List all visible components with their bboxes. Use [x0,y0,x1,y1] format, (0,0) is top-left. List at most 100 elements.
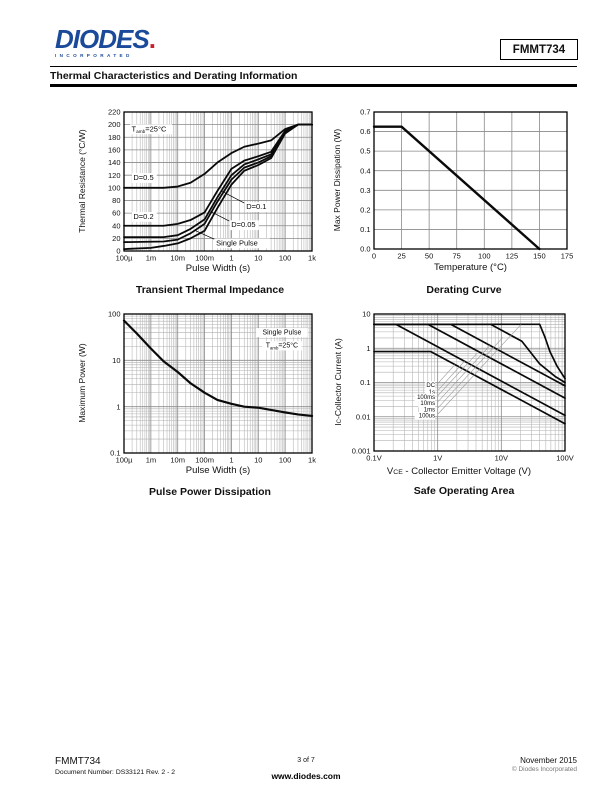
chart-safe-operating-area: IC-Collector Current (A) DC 1s 100ms 10ms 1m… [330,302,610,514]
footer-part-number: FMMT734 [55,756,101,767]
svg-text:DC: DC [426,383,435,389]
svg-text:100us: 100us [419,414,435,420]
svg-text:1m: 1m [146,254,156,263]
footer-website-link[interactable]: www.diodes.com [271,771,341,782]
chart-pulse-power-dissipation: Maximum Power (W) Single Pulse Tamb​=25°C… [60,302,340,514]
logo-period-icon: . [148,24,156,54]
y-axis-label-max-power: Max Power Dissipation (W) [332,128,342,232]
chart-title-derating-curve: Derating Curve [426,284,502,296]
svg-text:1: 1 [366,344,370,353]
logo-wordmark: DIODES. [55,24,156,54]
footer-document-number: Document Number: DS33121 Rev. 2 - 2 [55,768,176,776]
svg-text:0: 0 [116,247,120,256]
svg-text:1: 1 [229,456,233,465]
svg-text:0.1: 0.1 [360,378,370,387]
svg-text:220: 220 [108,108,121,117]
svg-text:120: 120 [108,171,121,180]
svg-text:0.1V: 0.1V [366,454,381,463]
svg-text:0.6: 0.6 [360,127,370,136]
svg-text:Single Pulse: Single Pulse [216,238,258,247]
svg-text:100: 100 [108,183,121,192]
y-axis-label-thermal-resistance: Thermal Resistance (°C/W) [77,129,87,233]
diodes-logo: DIODES. INCORPORATED [55,24,156,59]
svg-text:100: 100 [279,456,292,465]
svg-text:100V: 100V [556,454,574,463]
svg-text:10: 10 [362,310,370,319]
chart-transient-thermal-impedance: Thermal Resistance (°C/W) D=0.5 D=0.2 D=0.… [60,100,340,312]
x-axis-label-vce: VCE - Collector Emitter Voltage (V) [386,466,532,477]
svg-text:10ms: 10ms [420,401,435,407]
svg-text:1V: 1V [433,454,442,463]
svg-text:0.01: 0.01 [356,412,371,421]
svg-text:100µ: 100µ [116,254,134,263]
svg-text:10m: 10m [170,456,185,465]
svg-text:75: 75 [453,252,461,261]
svg-text:20: 20 [112,234,120,243]
svg-text:1k: 1k [308,254,316,263]
svg-text:10: 10 [254,456,262,465]
svg-text:0.2: 0.2 [360,206,370,215]
part-number-box: FMMT734 [500,39,578,60]
svg-text:150: 150 [533,252,546,261]
svg-text:Single Pulse: Single Pulse [262,330,301,337]
svg-text:D=0.1: D=0.1 [246,202,266,211]
svg-text:100: 100 [108,310,121,319]
svg-text:100: 100 [478,252,491,261]
svg-text:100µ: 100µ [116,456,134,465]
svg-text:10V: 10V [495,454,508,463]
svg-text:D=0.2: D=0.2 [133,212,153,221]
y-axis-label-maximum-power: Maximum Power (W) [77,343,87,423]
svg-text:Tamb​=25°C: Tamb​=25°C [132,124,167,134]
svg-text:40: 40 [112,221,120,230]
header-rule-bottom [50,84,577,87]
svg-text:0: 0 [372,252,376,261]
svg-text:0.001: 0.001 [352,447,371,456]
svg-text:160: 160 [108,146,121,155]
svg-text:0.0: 0.0 [360,245,370,254]
x-axis-label-pulse-width-2: Pulse Width (s) [185,465,251,476]
svg-text:80: 80 [112,196,120,205]
svg-text:1: 1 [229,254,233,263]
svg-text:0.1: 0.1 [110,449,120,458]
svg-text:60: 60 [112,209,120,218]
section-title: Thermal Characteristics and Derating Inf… [50,70,298,82]
svg-text:140: 140 [108,158,121,167]
footer-center: 3 of 7 www.diodes.com [206,756,406,786]
x-axis-label-temperature: Temperature (°C) [434,262,507,273]
header-rule-top [50,66,577,67]
svg-text:10m: 10m [170,254,185,263]
svg-text:1ms: 1ms [424,408,435,414]
derating-curve-plot: 0 25 50 75 100 125 150 175 0.0 0.1 0.2 0.3 0.4 0.5 0.6… [360,108,574,261]
svg-text:1: 1 [116,402,120,411]
svg-text:100: 100 [279,254,292,263]
footer-copyright: © Diodes Incorporated [511,766,577,774]
footer-date: November 2015 [520,756,577,765]
svg-text:1s: 1s [429,390,435,396]
svg-text:25: 25 [397,252,405,261]
pulse-power-dissipation-plot: Single PulseTamb​=25°C100µ1m10m100m11010… [108,310,316,465]
svg-text:100m: 100m [195,254,214,263]
svg-text:0.3: 0.3 [360,186,370,195]
svg-text:100m: 100m [195,456,214,465]
x-axis-label-pulse-width: Pulse Width (s) [185,263,251,274]
svg-text:1k: 1k [308,456,316,465]
logo-subtext: INCORPORATED [55,53,133,58]
svg-text:175: 175 [561,252,574,261]
chart-title-pulse-power-dissipation: Pulse Power Dissipation [149,486,271,498]
chart-title-safe-operating-area: Safe Operating Area [413,485,515,497]
svg-text:10: 10 [112,356,120,365]
svg-text:200: 200 [108,120,121,129]
svg-text:50: 50 [425,252,433,261]
svg-text:180: 180 [108,133,121,142]
logo-text: DIODES [55,24,150,54]
footer-left: FMMT734 Document Number: DS33121 Rev. 2 … [55,756,175,777]
svg-text:0.4: 0.4 [360,166,370,175]
svg-text:0.5: 0.5 [360,147,370,156]
svg-text:Tamb​=25°C: Tamb​=25°C [266,342,298,351]
svg-text:10: 10 [254,254,262,263]
footer-right: November 2015 © Diodes Incorporated [512,756,577,775]
svg-text:1m: 1m [146,456,156,465]
part-number: FMMT734 [512,43,566,56]
